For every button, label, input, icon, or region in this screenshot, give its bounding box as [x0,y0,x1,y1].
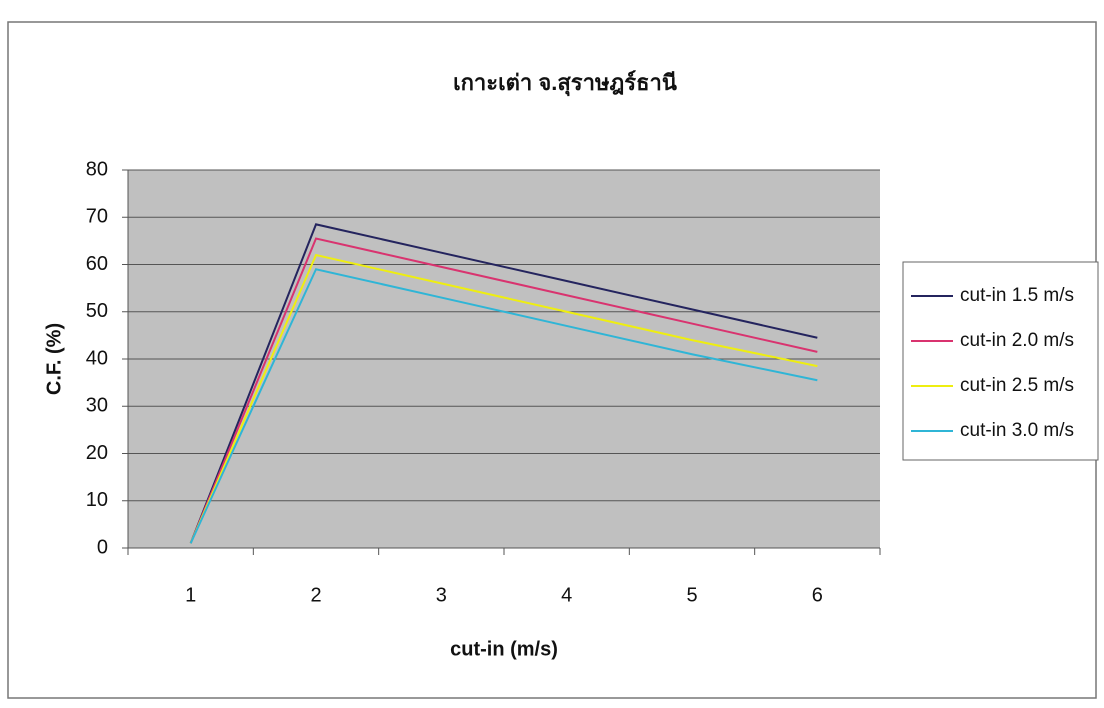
y-tick-label: 10 [86,489,108,511]
y-tick-label: 40 [86,347,108,369]
y-tick-label: 30 [86,395,108,417]
chart-title: เกาะเต่า จ.สุราษฎร์ธานี [453,70,677,97]
y-tick-label: 60 [86,253,108,275]
legend-label: cut-in 2.5 m/s [960,375,1074,396]
x-tick-label: 4 [561,584,572,606]
x-tick-label: 5 [686,584,697,606]
x-tick-label: 2 [310,584,321,606]
legend-label: cut-in 1.5 m/s [960,285,1074,306]
y-tick-label: 20 [86,442,108,464]
y-tick-label: 50 [86,300,108,322]
legend-label: cut-in 3.0 m/s [960,420,1074,441]
y-tick-label: 0 [97,536,108,558]
legend-label: cut-in 2.0 m/s [960,330,1074,351]
x-tick-label: 3 [436,584,447,606]
x-tick-label: 6 [812,584,823,606]
y-axis-label: C.F. (%) [43,323,65,395]
y-tick-label: 80 [86,158,108,180]
chart: เกาะเต่า จ.สุราษฎร์ธานี C.F. (%) cut-in … [0,0,1104,708]
y-tick-label: 70 [86,206,108,228]
x-tick-label: 1 [185,584,196,606]
x-axis-label: cut-in (m/s) [450,638,558,660]
